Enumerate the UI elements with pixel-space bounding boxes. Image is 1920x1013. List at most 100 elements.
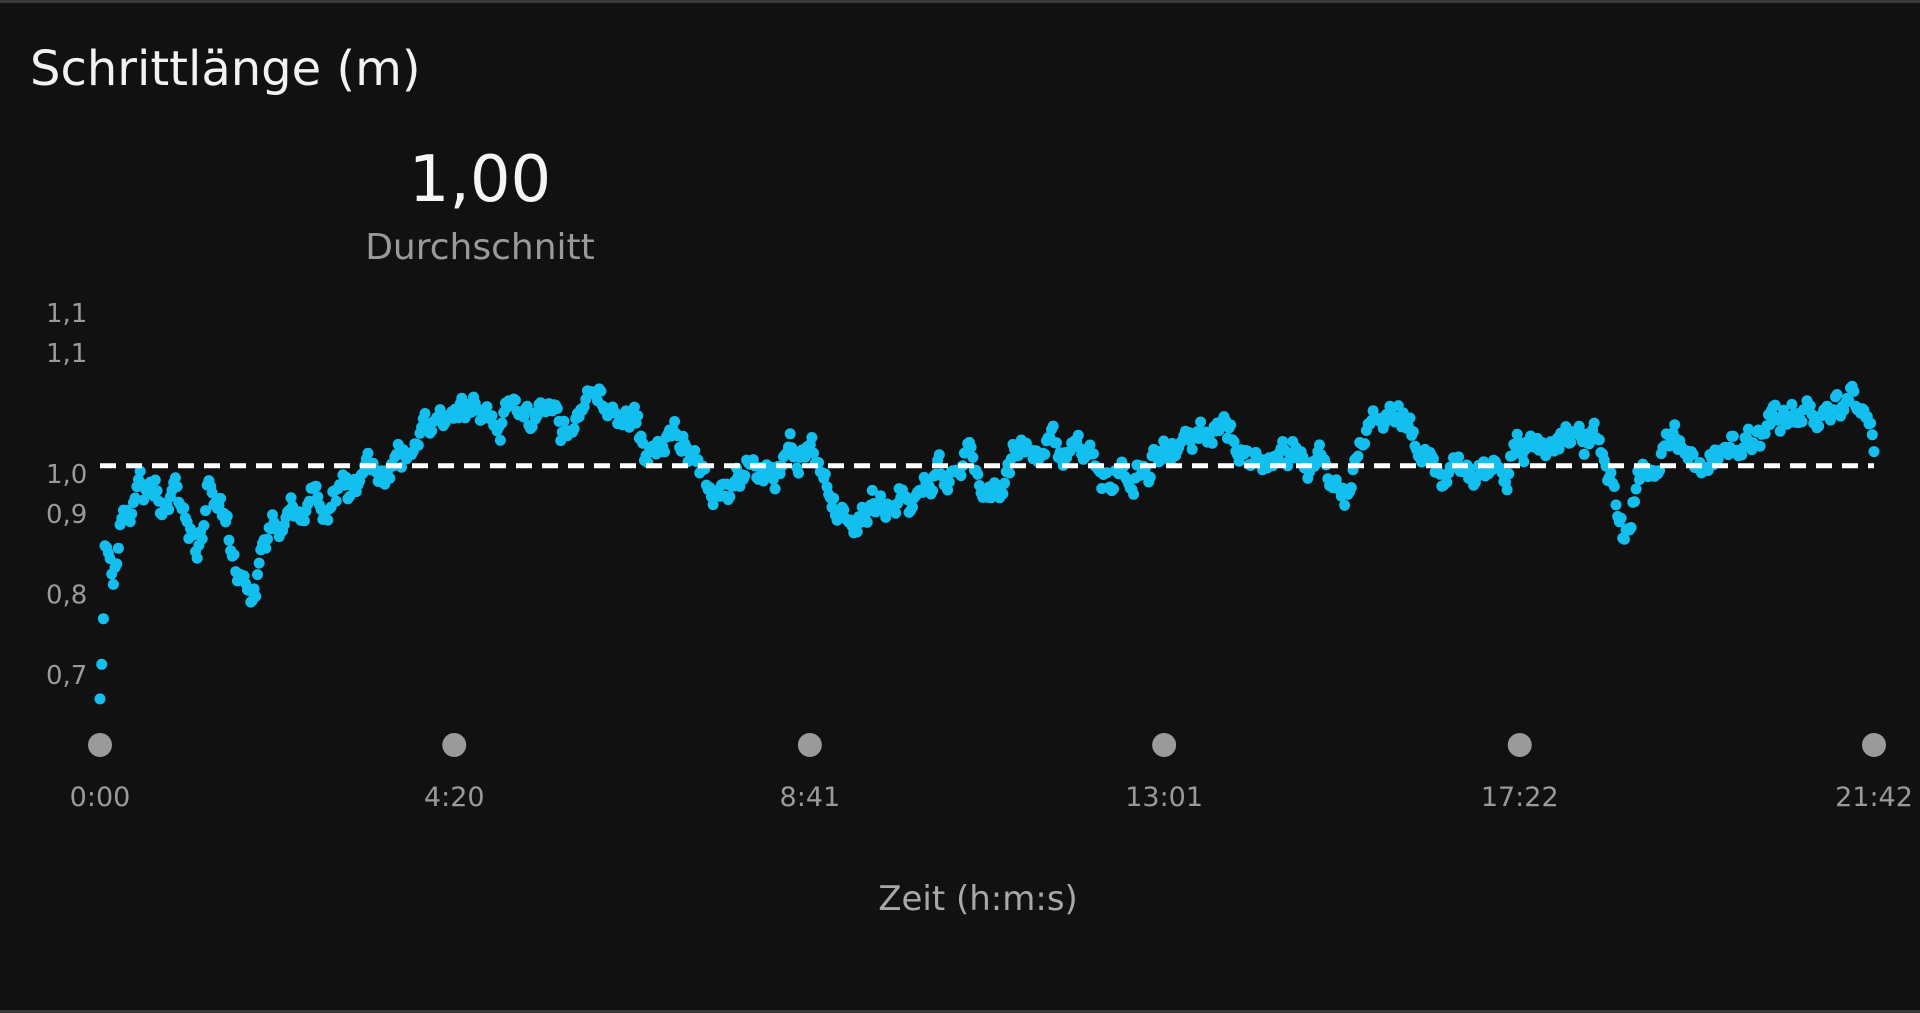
data-point [1764, 419, 1776, 430]
data-point [724, 491, 736, 503]
data-point [178, 502, 190, 514]
x-axis-markers [88, 733, 1886, 757]
x-tick-label: 13:01 [1125, 782, 1203, 813]
data-point [1501, 484, 1513, 496]
data-point [1610, 499, 1622, 511]
data-point [1868, 446, 1880, 458]
data-point [628, 401, 640, 413]
data-point [330, 495, 342, 507]
data-point [799, 451, 811, 463]
x-tick-marker[interactable] [797, 733, 822, 757]
chart-title: Schrittlänge (m) [30, 41, 421, 97]
y-tick-label: 1,1 [46, 339, 87, 369]
data-point [967, 451, 979, 463]
data-point [94, 693, 106, 705]
y-tick-label: 0,9 [46, 500, 87, 530]
data-point [250, 590, 262, 602]
data-point [126, 508, 138, 520]
data-point [769, 483, 781, 495]
data-point [1427, 453, 1439, 465]
data-point [689, 445, 701, 456]
data-point [303, 495, 315, 507]
data-point [1128, 488, 1140, 500]
data-point [1404, 412, 1416, 424]
data-point [551, 403, 563, 414]
data-point [228, 549, 240, 561]
data-point [1754, 440, 1766, 452]
data-point [866, 484, 878, 496]
x-tick-marker[interactable] [1152, 733, 1177, 757]
data-point [384, 472, 396, 484]
x-tick-label: 4:20 [424, 782, 485, 813]
data-point [558, 415, 570, 427]
data-point [1087, 448, 1099, 460]
data-point [1540, 450, 1552, 462]
data-point [521, 400, 533, 412]
data-point [1769, 399, 1781, 411]
x-tick-label: 17:22 [1481, 782, 1559, 813]
data-point [1630, 483, 1642, 495]
x-tick-label: 8:41 [780, 782, 841, 813]
y-axis-ticks: 1,1 1,1 1,0 0,9 0,8 0,7 [46, 299, 87, 691]
data-point [262, 533, 273, 545]
x-tick-marker[interactable] [88, 733, 112, 757]
data-point [1084, 439, 1096, 451]
data-point [412, 439, 424, 451]
data-point [784, 428, 796, 440]
y-tick-label: 1,0 [46, 460, 87, 490]
average-label: Durchschnitt [365, 227, 595, 268]
data-point [310, 480, 322, 492]
data-point [494, 434, 506, 446]
data-point [1831, 389, 1843, 400]
data-point [198, 520, 210, 531]
data-point [1314, 439, 1325, 451]
data-point [163, 504, 175, 516]
x-tick-label: 0:00 [70, 782, 131, 813]
data-point [1865, 417, 1877, 429]
data-point [568, 423, 580, 435]
data-point [1359, 438, 1371, 450]
data-point [1039, 448, 1051, 460]
data-point [1144, 471, 1156, 483]
data-point [875, 490, 887, 502]
data-point [1608, 481, 1620, 492]
data-point [955, 470, 967, 482]
scatter-plot[interactable]: 1,1 1,1 1,0 0,9 0,8 0,7 0:00 4:20 8:41 13:01 17:2… [0, 3, 1920, 1010]
data-point [518, 411, 530, 423]
data-point [1101, 467, 1113, 479]
data-point [793, 467, 804, 479]
data-point [1687, 448, 1699, 460]
x-tick-marker[interactable] [442, 733, 467, 757]
data-point [669, 416, 681, 427]
data-point [739, 470, 751, 482]
data-point [322, 514, 334, 526]
data-point [1072, 429, 1084, 441]
data-point [851, 526, 863, 538]
data-point [1352, 450, 1364, 462]
data-point [1047, 420, 1059, 432]
x-tick-label: 21:42 [1835, 782, 1913, 813]
data-point [632, 410, 644, 422]
data-point [1727, 430, 1739, 442]
x-axis-ticks: 0:00 4:20 8:41 13:01 17:22 21:42 [70, 782, 1913, 813]
data-point [419, 408, 431, 419]
data-points [94, 380, 1880, 705]
data-point [1804, 400, 1816, 412]
data-point [223, 534, 235, 546]
data-point [1051, 437, 1062, 449]
data-point [200, 505, 211, 517]
data-point [171, 481, 183, 492]
x-tick-marker[interactable] [1507, 733, 1532, 757]
data-point [1228, 436, 1240, 448]
data-point [1195, 416, 1207, 428]
y-tick-label: 0,8 [46, 580, 87, 610]
data-point [1615, 512, 1627, 524]
data-point [96, 658, 108, 670]
data-point [426, 425, 438, 437]
data-point [1578, 448, 1590, 460]
data-point [1848, 385, 1860, 397]
data-point [129, 492, 141, 504]
y-tick-label: 0,7 [46, 661, 87, 691]
data-point [1407, 426, 1419, 438]
x-tick-marker[interactable] [1862, 733, 1886, 757]
